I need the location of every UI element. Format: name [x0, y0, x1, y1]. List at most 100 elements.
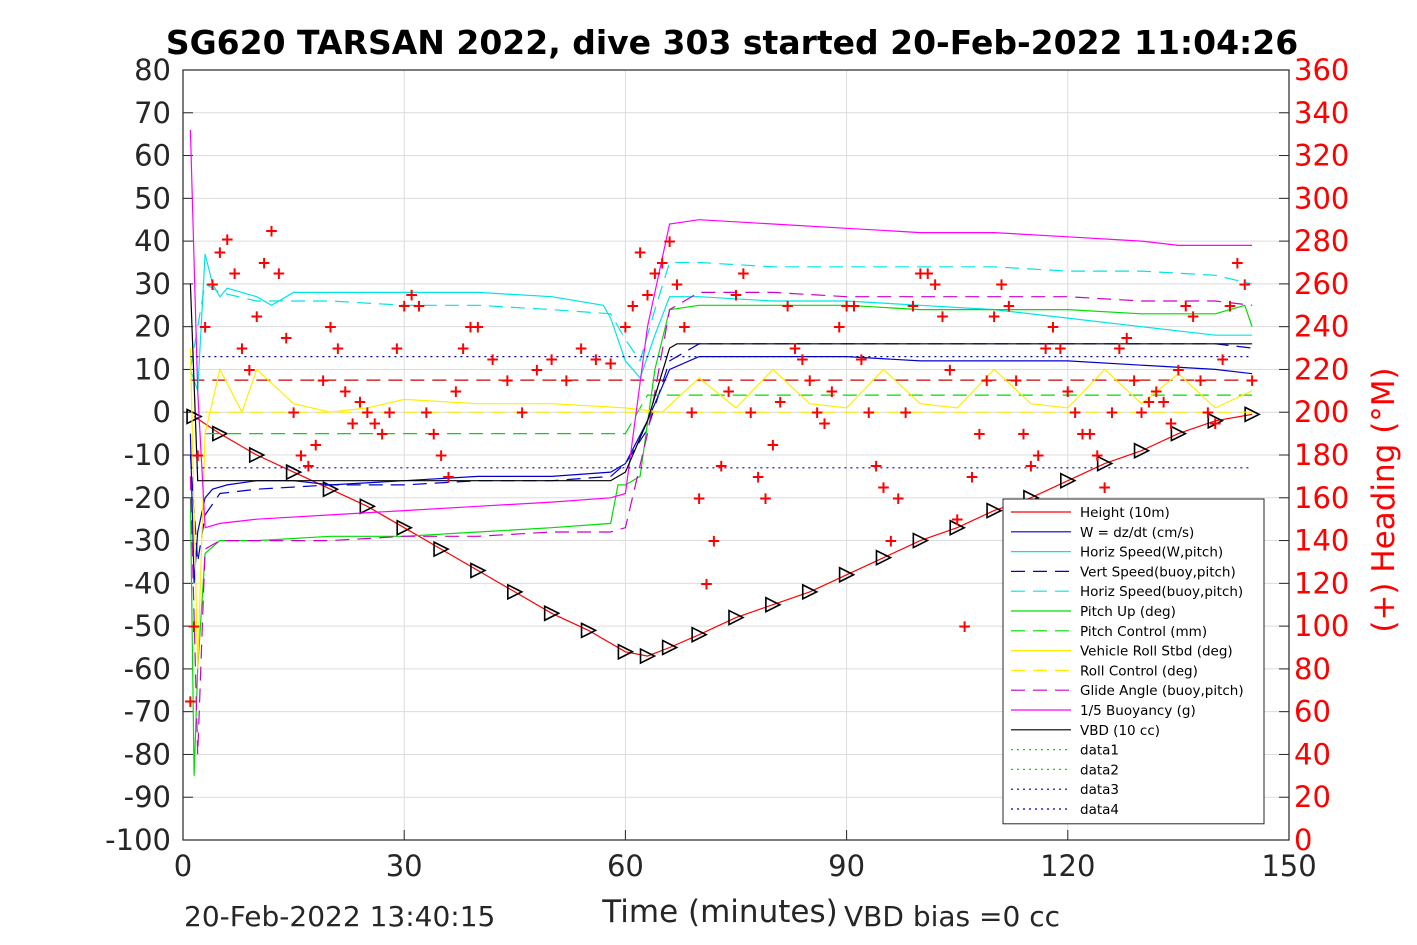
height-marker	[912, 532, 930, 549]
heading-point: +	[722, 382, 736, 402]
heading-point: +	[1223, 296, 1237, 316]
legend-entry: W = dz/dt (cm/s)	[1080, 525, 1194, 541]
chart-title: SG620 TARSAN 2022, dive 303 started 20-F…	[166, 23, 1298, 62]
heading-point: +	[994, 275, 1008, 295]
heading-point: +	[788, 339, 802, 359]
heading-point: +	[817, 414, 831, 434]
heading-point: +	[441, 467, 455, 487]
y-tick-label: 50	[134, 181, 171, 215]
y2-tick-label: 180	[1294, 438, 1349, 472]
heading-point: +	[1134, 403, 1148, 423]
heading-point: +	[1031, 446, 1045, 466]
heading-point: +	[685, 403, 699, 423]
series-line-11	[189, 283, 1253, 482]
heading-point: +	[368, 414, 382, 434]
y-tick-label: -60	[124, 652, 171, 686]
y-tick-label: -70	[124, 695, 171, 729]
height-marker	[617, 643, 635, 661]
legend-entry: Horiz Speed(buoy,pitch)	[1080, 584, 1243, 600]
heading-point: +	[1061, 382, 1075, 402]
heading-point: +	[449, 382, 463, 402]
heading-point: +	[921, 264, 935, 284]
heading-point: +	[434, 446, 448, 466]
heading-point: +	[1009, 371, 1023, 391]
y2-tick-label: 200	[1294, 395, 1349, 429]
legend-entry: VBD (10 cc)	[1080, 723, 1160, 739]
heading-point: +	[935, 307, 949, 327]
height-marker	[765, 596, 782, 614]
y-tick-label: 70	[134, 96, 171, 130]
y2-tick-label: 240	[1294, 310, 1349, 344]
heading-point: +	[1039, 339, 1053, 359]
y2-tick-label: 340	[1294, 96, 1349, 130]
y2-tick-label: 220	[1294, 352, 1349, 386]
y2-tick-label: 260	[1294, 267, 1349, 301]
heading-point: +	[235, 339, 249, 359]
heading-point: +	[1002, 296, 1016, 316]
heading-point: +	[987, 307, 1001, 327]
legend-entry: Roll Control (deg)	[1080, 663, 1198, 679]
y-tick-label: 60	[134, 139, 171, 173]
height-marker	[543, 604, 561, 622]
series-line-0	[193, 413, 1253, 657]
y-tick-label: 0	[153, 395, 171, 429]
heading-point: +	[839, 296, 853, 316]
height-marker	[1207, 412, 1225, 430]
height-marker	[506, 583, 524, 601]
heading-point: +	[965, 467, 979, 487]
legend-entry: data2	[1080, 762, 1119, 778]
heading-point: +	[869, 457, 883, 477]
y-tick-label: -80	[124, 737, 171, 771]
heading-point: +	[382, 403, 396, 423]
y-tick-label: -30	[124, 524, 171, 558]
heading-point: +	[1164, 414, 1178, 434]
heading-point: +	[884, 532, 898, 552]
heading-point: +	[898, 403, 912, 423]
plot-area-frame	[182, 69, 1290, 841]
heading-point: +	[913, 264, 927, 284]
heading-point: +	[264, 221, 278, 241]
series-line-1	[189, 356, 1253, 584]
right-axis-label: (+) Heading (°M)	[1366, 367, 1402, 632]
series-line-2	[189, 253, 1253, 391]
heading-point: +	[272, 264, 286, 284]
y2-tick-label: 320	[1294, 139, 1349, 173]
height-marker	[1060, 472, 1077, 489]
heading-point: +	[663, 232, 677, 252]
heading-point: +	[714, 457, 728, 477]
heading-point: +	[729, 286, 743, 306]
legend-entry: 1/5 Buoyancy (g)	[1080, 703, 1196, 719]
heading-point: +	[198, 318, 212, 338]
heading-point: +	[574, 339, 588, 359]
y2-tick-label: 40	[1294, 737, 1331, 771]
y-tick-label: -10	[124, 438, 171, 472]
heading-point: +	[943, 360, 957, 380]
heading-point: +	[205, 275, 219, 295]
heading-point: +	[906, 296, 920, 316]
y2-tick-label: 120	[1294, 566, 1349, 600]
series-line-6	[205, 394, 1253, 435]
series-line-9	[189, 291, 1253, 755]
heading-point: +	[1075, 425, 1089, 445]
left-axis-ticks: 80 70 60 50 40 30 20 10 0 -10 -20 -30 -40 -50 -60 -70 -8…	[105, 53, 193, 857]
heading-point: +	[191, 446, 205, 466]
heading-point: +	[692, 489, 706, 509]
heading-point: +	[677, 318, 691, 338]
heading-point: +	[456, 339, 470, 359]
heading-point: +	[699, 574, 713, 594]
heading-point: +	[655, 254, 669, 274]
legend-entry: Height (10m)	[1080, 505, 1170, 521]
heading-point: +	[294, 446, 308, 466]
height-marker	[801, 583, 819, 601]
heading-point: +	[316, 371, 330, 391]
heading-point: +	[670, 275, 684, 295]
heading-point: +	[854, 350, 868, 370]
heading-point: +	[427, 425, 441, 445]
heading-point: +	[375, 425, 389, 445]
heading-point: +	[1245, 371, 1259, 391]
heading-point: +	[242, 360, 256, 380]
right-axis-ticks: 3603403203002802602402202001801601401201…	[1279, 53, 1349, 857]
height-marker	[285, 463, 303, 481]
heading-point: +	[1090, 446, 1104, 466]
